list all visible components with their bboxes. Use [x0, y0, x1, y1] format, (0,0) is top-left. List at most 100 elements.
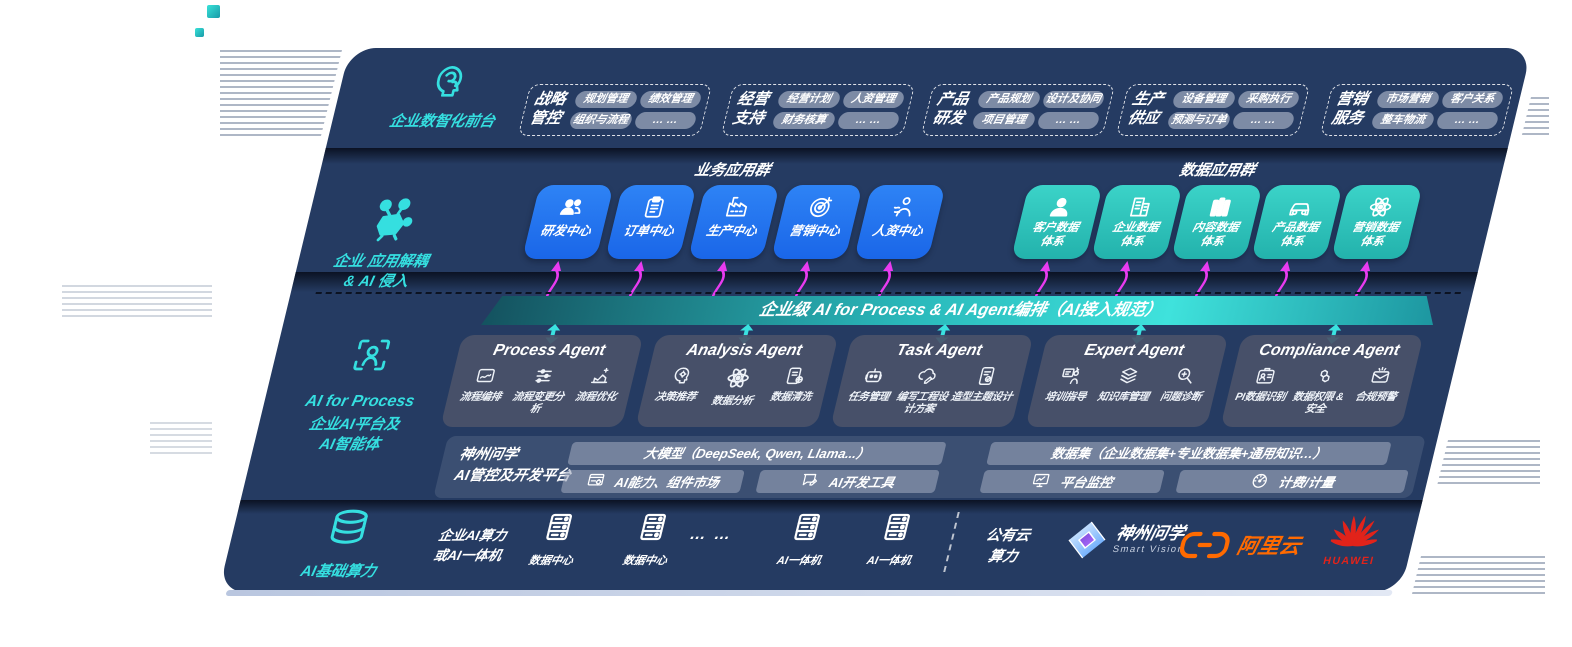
- agent-items: 培训指导 知识库管理 问题诊断: [1036, 365, 1216, 403]
- aliyun-bracket-icon: [1179, 531, 1230, 559]
- deco-hatch: [1521, 97, 1549, 139]
- flow-icon: [455, 365, 516, 387]
- agent-item: 编写工程设计方案: [892, 365, 955, 415]
- hr-icon: [863, 194, 943, 220]
- chip: 预测与订单: [1166, 112, 1232, 129]
- huawei-petals-icon: [1328, 515, 1380, 547]
- layer-title-cn: 企业AI平台及 AI智能体: [307, 415, 402, 453]
- tile-label: 营销中心: [788, 224, 842, 238]
- smartvision-cn: 神州问学: [1114, 524, 1187, 544]
- agent-item: 知识库管理: [1094, 365, 1159, 403]
- agent-items: 决策推荐 数据分析 数据清洗: [645, 365, 826, 407]
- robot-icon: [845, 365, 902, 387]
- component-market-icon: [583, 471, 607, 493]
- tile-production-center: 生产中心: [687, 185, 780, 259]
- front-office-group-product: 产品 研发 产品规划 设计及协同 项目管理 … …: [920, 84, 1116, 136]
- aliyun-logo: 阿里云: [1176, 530, 1304, 560]
- tablet-check-icon: [952, 365, 1021, 387]
- tile-label: 营销数据 体系: [1351, 222, 1400, 248]
- platform-strip: 神州问学 AI管控及开发平台 大模型（DeepSeek, Qwen, Llama…: [433, 436, 1427, 498]
- node-datacenter: 数据中心: [598, 510, 702, 568]
- agent-item: 数据权限 & 安全: [1286, 365, 1354, 415]
- agent-item-label: 决策推荐: [653, 391, 698, 403]
- architecture-panel: 企业数智化前台 战略 管控 规划管理 绩效管理 组织与流程 … … 经营 支持 …: [218, 48, 1532, 592]
- agent-item: 流程编排: [448, 365, 516, 415]
- chip: … …: [1434, 112, 1500, 129]
- scan-person-icon: [345, 334, 397, 376]
- node-ai-appliance: AI一体机: [842, 510, 946, 568]
- chip: 客户关系: [1439, 91, 1505, 108]
- clipboard-icon: [614, 194, 694, 220]
- cell-label: AI能力、组件市场: [613, 475, 721, 490]
- monitor-icon: [1029, 471, 1053, 493]
- agent-card-compliance: Compliance Agent PI数据识别 数据权限 & 安全 合规预警: [1220, 335, 1424, 427]
- chip: … …: [1230, 112, 1296, 129]
- model-cells: AI能力、组件市场 AI开发工具: [560, 470, 940, 493]
- agent-item-label: 知识库管理: [1096, 391, 1151, 403]
- chip: 经营计划: [776, 91, 842, 108]
- aliyun-text: 阿里云: [1234, 535, 1304, 558]
- layer-title-en: AI for Process: [303, 393, 417, 410]
- agent-item-label: 流程编排: [458, 391, 503, 403]
- server-icon: [510, 510, 608, 544]
- node-label: 数据中心: [621, 555, 669, 567]
- deco-hatch: [1437, 440, 1540, 486]
- agent-item: 培训指导: [1036, 365, 1101, 403]
- model-group: 大模型（DeepSeek, Qwen, Llama...） AI能力、组件市场 …: [560, 442, 947, 493]
- data-group-title: 数据应用群: [1177, 162, 1257, 179]
- ellipsis: … …: [688, 526, 735, 543]
- ai-bus-bar: 企业级 AI for Process & AI Agent编排（AI接入规范）: [481, 296, 1440, 325]
- factory-icon: [697, 194, 777, 220]
- layers-icon: [1098, 365, 1159, 387]
- deco-hatch: [220, 50, 342, 140]
- smartvision-en: Smart Vision: [1111, 543, 1186, 555]
- platform-label: 神州问学 AI管控及开发平台: [452, 447, 573, 485]
- layer-title: 企业数智化前台: [387, 113, 497, 130]
- chip: 整车物流: [1370, 112, 1436, 129]
- chip: 规划管理: [573, 91, 639, 108]
- huawei-text: HUAWEI: [1321, 555, 1376, 567]
- agent-items: PI数据识别 数据权限 & 安全 合规预警: [1228, 365, 1411, 415]
- group-title: 产品 研发: [930, 91, 971, 127]
- tile-label: 人资中心: [871, 224, 925, 238]
- deco-hatch: [150, 422, 212, 456]
- chip: … …: [1035, 112, 1101, 129]
- node-ai-appliance: AI一体机: [752, 510, 856, 568]
- tile-label: 内容数据 体系: [1191, 222, 1240, 248]
- agent-item-label: PI数据识别: [1233, 391, 1287, 403]
- agent-items: 任务管理 编写工程设计方案 造型主题设计: [838, 365, 1021, 415]
- agent-item: 问题诊断: [1151, 365, 1216, 403]
- mail-alert-icon: [1350, 365, 1411, 387]
- chip: 绩效管理: [637, 91, 703, 108]
- chip: 产品规划: [976, 91, 1042, 108]
- agent-item: 任务管理: [838, 365, 902, 415]
- chip: 财务核算: [771, 112, 837, 129]
- tile-label: 客户数据 体系: [1031, 222, 1080, 248]
- group-chips: 设备管理 采购执行 预测与订单 … …: [1166, 91, 1301, 129]
- agent-card-expert: Expert Agent 培训指导 知识库管理 问题诊断: [1025, 335, 1229, 427]
- shield-icon: [1293, 365, 1354, 387]
- group-title: 营销 服务: [1329, 91, 1370, 127]
- dataset-bar: 数据集（企业数据集+专业数据集+通用知识…）: [986, 442, 1392, 465]
- meter-icon: [1247, 471, 1271, 493]
- group-chips: 市场营销 客户关系 整车物流 … …: [1370, 91, 1505, 129]
- agent-card-task: Task Agent 任务管理 编写工程设计方案 造型主题设计: [830, 335, 1034, 427]
- tile-label: 企业数据 体系: [1111, 222, 1160, 248]
- car-icon: [1260, 194, 1340, 220]
- agent-title: Compliance Agent: [1257, 342, 1402, 359]
- group-chips: 产品规划 设计及协同 项目管理 … …: [971, 91, 1106, 129]
- dev-tools-icon: [798, 471, 822, 493]
- brain-icon: [427, 62, 477, 102]
- atom-icon: [707, 365, 769, 391]
- sliders-icon: [513, 365, 574, 387]
- chip: 设计及协同: [1040, 91, 1106, 108]
- group-title: 生产 供应: [1125, 91, 1166, 127]
- tile-label: 生产中心: [705, 224, 759, 238]
- front-office-group-strategy: 战略 管控 规划管理 绩效管理 组织与流程 … …: [517, 84, 713, 136]
- chip: 市场营销: [1375, 91, 1441, 108]
- diagnose-icon: [1155, 365, 1216, 387]
- chip: 组织与流程: [568, 112, 634, 129]
- cell-meter: 计费/计量: [1175, 470, 1409, 493]
- front-office-label: 企业数智化前台: [360, 62, 537, 132]
